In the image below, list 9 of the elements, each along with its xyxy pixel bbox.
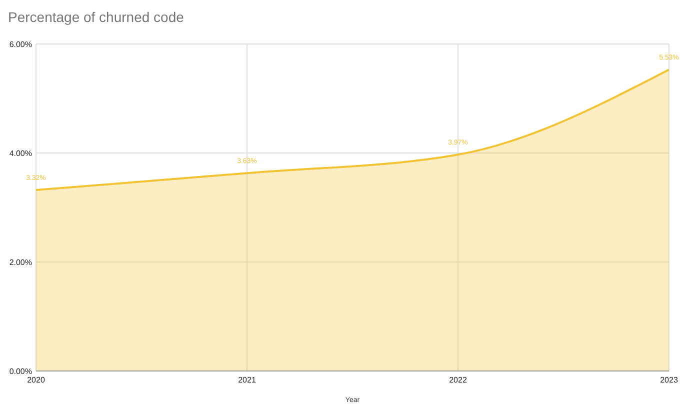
x-tick-label: 2022 xyxy=(449,376,468,385)
y-tick-label: 0.00% xyxy=(9,366,32,376)
y-tick-label: 2.00% xyxy=(9,258,32,267)
y-tick-label: 6.00% xyxy=(9,40,32,49)
x-tick-label: 2021 xyxy=(238,376,256,385)
chart-title: Percentage of churned code xyxy=(8,9,184,25)
y-tick-label: 4.00% xyxy=(9,148,32,158)
x-tick-label: 2023 xyxy=(660,376,678,385)
x-tick-label: 2020 xyxy=(27,376,46,385)
